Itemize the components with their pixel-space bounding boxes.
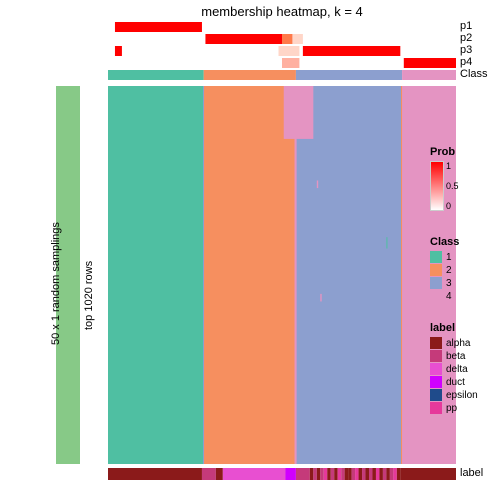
heatmap-svg bbox=[0, 0, 504, 504]
side-label-outer: 50 x 1 random samplings bbox=[50, 205, 62, 345]
legend-label: labelalphabetadeltaductepsilonpp bbox=[430, 322, 478, 415]
row-label-p2: p2 bbox=[460, 32, 472, 44]
side-label-inner: top 1020 rows bbox=[83, 220, 95, 330]
row-label-class: Class bbox=[460, 68, 488, 80]
row-label-p1: p1 bbox=[460, 20, 472, 32]
row-label-bottom: label bbox=[460, 467, 483, 479]
legend-prob: Prob10.50 bbox=[430, 146, 459, 213]
legend-class: Class1234 bbox=[430, 236, 459, 303]
row-label-p4: p4 bbox=[460, 56, 472, 68]
row-label-p3: p3 bbox=[460, 44, 472, 56]
